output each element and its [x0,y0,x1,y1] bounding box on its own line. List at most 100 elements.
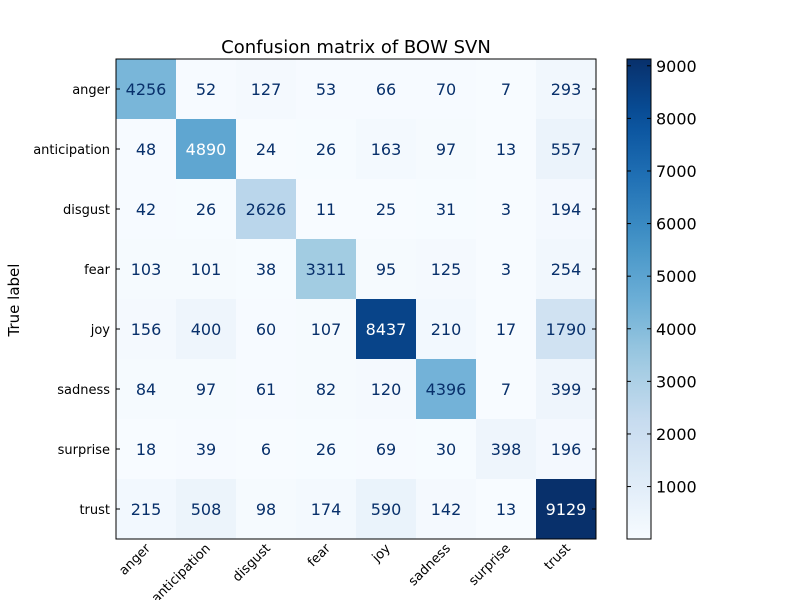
heatmap-cell-value: 42 [136,200,156,219]
colorbar-tick-label: 6000 [656,215,697,234]
heatmap-cell-value: 26 [316,140,336,159]
heatmap-cell-value: 196 [551,440,582,459]
heatmap-cell [296,419,356,479]
heatmap-cell [236,299,296,359]
heatmap-cell-value: 98 [256,500,276,519]
colorbar-tick-label: 8000 [656,109,697,128]
heatmap-cell [476,419,536,479]
heatmap-cell-value: 7 [501,80,511,99]
heatmap-cell-value: 66 [376,80,396,99]
y-tick-label: anger [72,83,110,98]
heatmap-cell [476,59,536,119]
heatmap-cell [296,239,356,299]
x-tick-label: anger [116,541,154,579]
heatmap-cell-value: 3311 [306,260,347,279]
heatmap-cell-value: 84 [136,380,156,399]
heatmap-cell-value: 2626 [246,200,287,219]
heatmap-cell [356,359,416,419]
x-tick-label: joy [369,541,394,566]
heatmap-cell-value: 7 [501,380,511,399]
x-tick-label: fear [305,541,334,570]
heatmap-cell [236,479,296,539]
heatmap-cell-value: 125 [431,260,462,279]
heatmap-cell [356,179,416,239]
heatmap-cells [116,59,596,539]
heatmap-cell-value: 210 [431,320,462,339]
heatmap-cell-value: 254 [551,260,582,279]
heatmap-cell-value: 215 [131,500,162,519]
heatmap-cell [236,419,296,479]
colorbar-tick-label: 2000 [656,425,697,444]
heatmap-cell-value: 30 [436,440,456,459]
heatmap-cell-value: 24 [256,140,276,159]
heatmap-cell-value: 120 [371,380,402,399]
heatmap-cell [236,359,296,419]
chart-title: Confusion matrix of BOW SVN [221,37,491,58]
heatmap-cell [116,239,176,299]
heatmap-cell-value: 3 [501,260,511,279]
heatmap-cell-value: 60 [256,320,276,339]
heatmap-cell [356,239,416,299]
heatmap-cell-value: 69 [376,440,396,459]
heatmap-cell-value: 31 [436,200,456,219]
heatmap-cell [236,59,296,119]
heatmap-cell-value: 26 [196,200,216,219]
heatmap-cell [176,359,236,419]
heatmap-cell [176,299,236,359]
heatmap-cell [416,299,476,359]
y-axis-label: True label [5,264,23,338]
heatmap-cell-value: 101 [191,260,222,279]
heatmap-cell-value: 52 [196,80,216,99]
heatmap-cell [476,239,536,299]
heatmap-cell-value: 6 [261,440,271,459]
heatmap-cell-value: 103 [131,260,162,279]
heatmap-cell-value: 13 [496,500,516,519]
y-axis-ticks: anger anticipation disgust fear joy sadness su… [33,83,596,518]
heatmap-cell [176,59,236,119]
heatmap-cell-value: 39 [196,440,216,459]
heatmap-cell [416,359,476,419]
heatmap-cell [296,479,356,539]
heatmap-cell [536,299,596,359]
heatmap-cell [296,179,356,239]
heatmap-cell [236,179,296,239]
heatmap-cell-value: 398 [491,440,522,459]
heatmap-cell [236,239,296,299]
heatmap-cell [116,299,176,359]
heatmap-cell [476,179,536,239]
heatmap-cell [116,359,176,419]
heatmap-cell [176,419,236,479]
colorbar-tick-label: 4000 [656,320,697,339]
heatmap-cell-value: 557 [551,140,582,159]
heatmap-cell-value: 293 [551,80,582,99]
heatmap-cell [536,119,596,179]
heatmap-cell [116,119,176,179]
heatmap-cell-value: 11 [316,200,336,219]
heatmap-cell-value: 1790 [546,320,587,339]
heatmap-cell-value: 9129 [546,500,587,519]
heatmap-cell [356,479,416,539]
heatmap-cell-value: 97 [196,380,216,399]
heatmap-cell-value: 48 [136,140,156,159]
y-tick-label: joy [90,323,111,338]
heatmap-cell [476,299,536,359]
y-tick-label: trust [79,503,110,518]
heatmap-cell-value: 4396 [426,380,467,399]
heatmap-cell-value: 38 [256,260,276,279]
heatmap-cell-value: 25 [376,200,396,219]
heatmap-cell-value: 400 [191,320,222,339]
heatmap-cell [176,239,236,299]
heatmap-cell [176,479,236,539]
heatmap-cell-value: 82 [316,380,336,399]
plot-frame [115,58,597,540]
heatmap-cell [236,119,296,179]
heatmap-cell [356,119,416,179]
heatmap-cell [296,359,356,419]
heatmap-cell-value: 590 [371,500,402,519]
colorbar-ticks: 1000 2000 3000 4000 5000 6000 7000 8000 9000 [627,57,697,497]
colorbar-tick-label: 9000 [656,57,697,76]
heatmap-cell [536,479,596,539]
heatmap-cell-value: 107 [311,320,342,339]
heatmap-cell-value: 508 [191,500,222,519]
